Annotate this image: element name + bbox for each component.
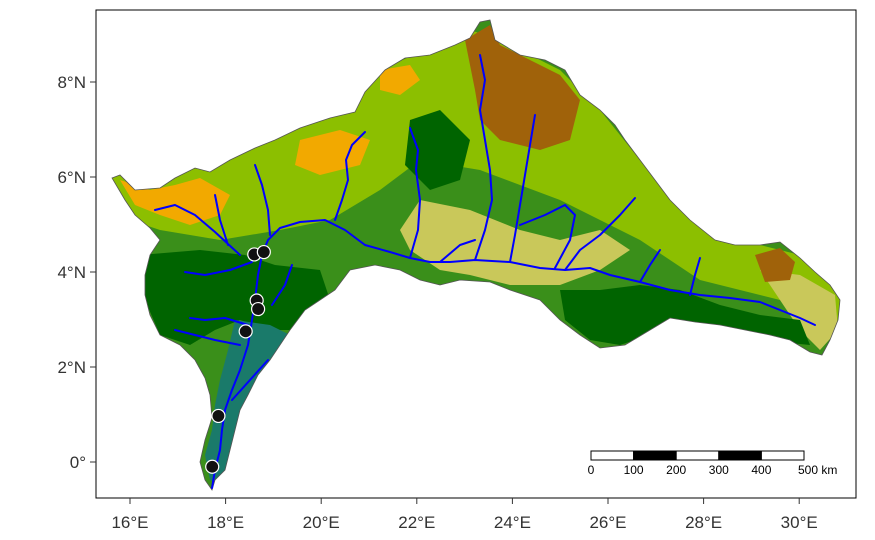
- x-tick-label: 16°E: [111, 513, 148, 532]
- landcover-savanna: [760, 270, 838, 350]
- y-axis: 0° 2°N 4°N 6°N 8°N: [57, 73, 96, 472]
- river-tributary: [474, 54, 493, 261]
- x-tick-label: 30°E: [781, 513, 818, 532]
- y-tick-label: 0°: [70, 453, 86, 472]
- river-tributary: [174, 329, 241, 346]
- y-tick-label: 6°N: [57, 168, 86, 187]
- landcover-grassland: [112, 30, 840, 330]
- x-tick-label: 28°E: [685, 513, 722, 532]
- basin-outline: [111, 19, 841, 491]
- site-marker: [211, 408, 226, 424]
- river-main-stem: [211, 219, 816, 489]
- scale-label: 400: [751, 463, 771, 477]
- landcover-dense-forest: [560, 285, 810, 345]
- landcover-cropland: [120, 178, 230, 225]
- landcover-savanna: [400, 200, 630, 285]
- scale-label: 100: [624, 463, 644, 477]
- scale-bar: 0 100 200 300 400 500 km: [588, 450, 837, 477]
- x-tick-label: 24°E: [494, 513, 531, 532]
- scale-segment: [633, 450, 677, 461]
- y-tick-label: 2°N: [57, 358, 86, 377]
- river-tributary: [689, 257, 701, 296]
- river-tributary: [189, 317, 249, 326]
- river-tributary: [231, 359, 269, 401]
- river-tributary: [409, 127, 421, 259]
- scale-segment: [760, 450, 805, 461]
- scale-label: 500 km: [798, 463, 837, 477]
- scale-label: 200: [666, 463, 686, 477]
- x-tick-label: 18°E: [207, 513, 244, 532]
- river-tributary: [564, 197, 636, 271]
- scale-segment: [675, 450, 720, 461]
- river-network: [154, 54, 816, 489]
- x-tick-label: 22°E: [398, 513, 435, 532]
- site-marker: [256, 244, 271, 260]
- site-marker: [251, 301, 266, 317]
- river-tributary: [154, 204, 241, 256]
- scale-segment: [590, 450, 635, 461]
- river-tributary: [271, 264, 293, 306]
- y-tick-label: 8°N: [57, 73, 86, 92]
- landcover-cropland: [295, 130, 370, 175]
- y-tick-label: 4°N: [57, 263, 86, 282]
- x-tick-label: 20°E: [303, 513, 340, 532]
- x-axis: 16°E 18°E 20°E 22°E 24°E 26°E 28°E 30°E: [111, 498, 818, 532]
- river-tributary: [519, 204, 576, 269]
- river-tributary: [639, 249, 661, 283]
- river-tributary: [334, 131, 366, 221]
- sites-layer: [205, 244, 271, 474]
- river-tributary: [439, 239, 476, 263]
- scale-label: 300: [709, 463, 729, 477]
- river-tributary: [214, 194, 229, 246]
- landcover-dense-forest: [140, 250, 330, 345]
- x-tick-label: 26°E: [589, 513, 626, 532]
- landcover-dense-forest: [405, 110, 470, 190]
- site-marker: [238, 324, 253, 339]
- landcover-bare: [755, 248, 795, 282]
- scale-label: 0: [588, 463, 595, 477]
- landcover-cropland: [380, 65, 420, 95]
- site-marker: [205, 459, 220, 474]
- landcover-bare: [465, 25, 580, 150]
- river-tributary: [254, 164, 271, 236]
- river-tributary: [509, 114, 536, 263]
- scale-segment: [718, 450, 762, 461]
- river-tributary: [184, 261, 253, 276]
